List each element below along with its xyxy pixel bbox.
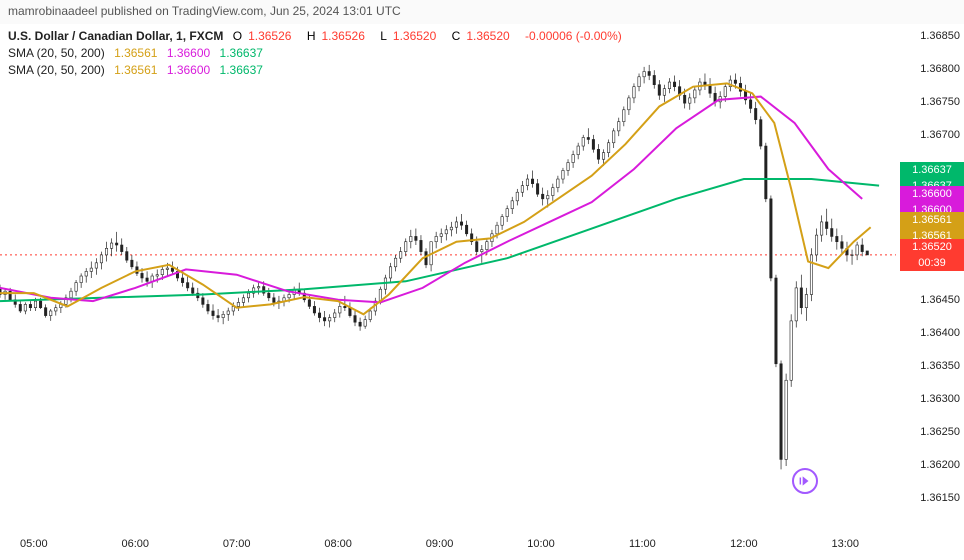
chart-area[interactable]: U.S. Dollar / Canadian Dollar, 1, FXCM O…	[0, 24, 896, 532]
price-axis[interactable]: 1.36850 1.36800 1.36750 1.36700 1.36450 1.364…	[896, 24, 964, 532]
y-tick: 1.36450	[920, 294, 960, 306]
replay-icon[interactable]	[792, 468, 818, 494]
ohlc-high: H1.36526	[307, 29, 371, 43]
x-tick: 10:00	[527, 538, 555, 550]
ohlc-low: L1.36520	[380, 29, 442, 43]
x-tick: 05:00	[20, 538, 48, 550]
chart-canvas	[0, 24, 896, 532]
y-tick: 1.36300	[920, 393, 960, 405]
x-tick: 07:00	[223, 538, 251, 550]
sma-row-2: SMA (20, 50, 200) 1.36561 1.36600 1.3663…	[8, 62, 628, 79]
symbol-row: U.S. Dollar / Canadian Dollar, 1, FXCM O…	[8, 28, 628, 45]
chart-legend: U.S. Dollar / Canadian Dollar, 1, FXCM O…	[8, 28, 628, 79]
x-tick: 12:00	[730, 538, 758, 550]
time-axis[interactable]: 05:00 06:00 07:00 08:00 09:00 10:00 11:00 12:00…	[0, 532, 896, 560]
y-tick: 1.36250	[920, 426, 960, 438]
y-tick: 1.36750	[920, 96, 960, 108]
ohlc-close: C1.36520	[452, 29, 516, 43]
y-tick: 1.36700	[920, 129, 960, 141]
sma-row-1: SMA (20, 50, 200) 1.36561 1.36600 1.3663…	[8, 45, 628, 62]
x-tick: 13:00	[832, 538, 860, 550]
y-tick: 1.36850	[920, 30, 960, 42]
ohlc-open: O1.36526	[233, 29, 298, 43]
y-tick: 1.36150	[920, 492, 960, 504]
x-tick: 11:00	[629, 538, 656, 550]
x-tick: 09:00	[426, 538, 454, 550]
y-tick: 1.36200	[920, 459, 960, 471]
y-tick: 1.36350	[920, 360, 960, 372]
y-tick: 1.36800	[920, 63, 960, 75]
symbol-name: U.S. Dollar / Canadian Dollar, 1, FXCM	[8, 29, 223, 43]
publish-text: mamrobinaadeel published on TradingView.…	[8, 4, 401, 18]
publish-header: mamrobinaadeel published on TradingView.…	[0, 0, 964, 24]
price-tag: 1.3652000:39	[900, 239, 964, 271]
y-tick: 1.36400	[920, 327, 960, 339]
x-tick: 08:00	[324, 538, 352, 550]
ohlc-change: -0.00006 (-0.00%)	[525, 29, 622, 43]
x-tick: 06:00	[121, 538, 149, 550]
